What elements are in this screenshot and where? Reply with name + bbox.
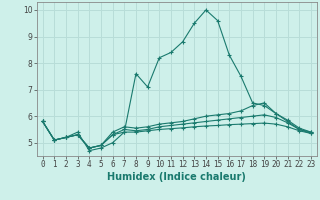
X-axis label: Humidex (Indice chaleur): Humidex (Indice chaleur) (108, 172, 246, 182)
